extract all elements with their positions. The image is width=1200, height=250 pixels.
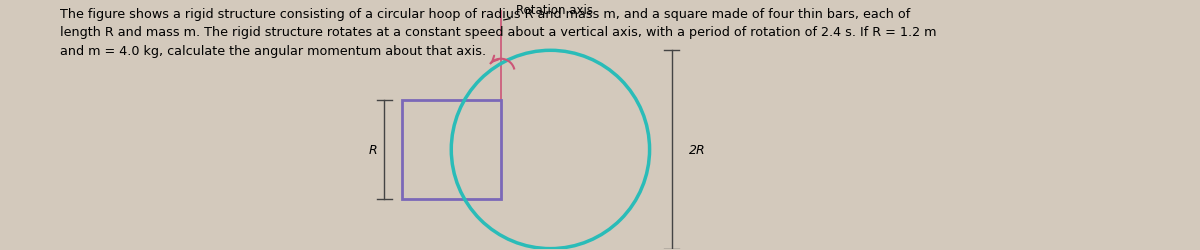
Text: 2R: 2R bbox=[689, 144, 706, 156]
Text: The figure shows a rigid structure consisting of a circular hoop of radius R and: The figure shows a rigid structure consi… bbox=[60, 8, 936, 57]
Text: R: R bbox=[370, 144, 378, 156]
Bar bbox=[402, 100, 500, 199]
Text: Rotation axis: Rotation axis bbox=[504, 4, 593, 21]
